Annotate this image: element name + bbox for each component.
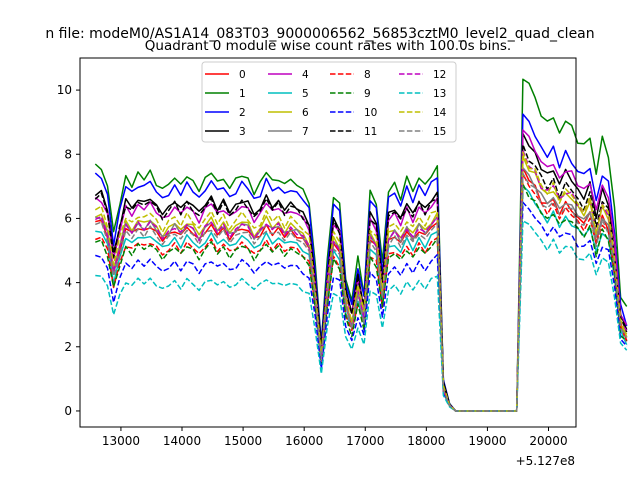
x-tick-label: 13000 [102,434,140,448]
legend-label-8: 8 [364,69,371,81]
y-axis: 0 2 4 6 8 10 [57,83,80,418]
legend-label-11: 11 [364,126,377,138]
legend-label-14: 14 [433,107,447,119]
legend-label-0: 0 [239,69,246,81]
series-line-9 [95,183,628,412]
x-tick-label: 19000 [468,434,506,448]
x-axis: 13000 14000 15000 16000 17000 18000 19000 20000 [102,427,568,448]
figure-suptitle: n file: modeM0/AS1A14_083T03_9000006562_… [45,26,594,42]
x-tick-label: 15000 [224,434,262,448]
legend-label-5: 5 [302,88,309,100]
series-line-11 [94,143,628,412]
legend-box [201,61,457,143]
y-tick-label: 6 [64,211,72,225]
series-line-13 [95,220,628,412]
legend-label-6: 6 [302,107,309,119]
series-layer [94,78,628,412]
x-tick-label: 18000 [407,434,445,448]
y-tick-label: 8 [64,147,72,161]
legend-label-3: 3 [239,126,246,138]
plot-frame [79,57,577,428]
series-line-10 [95,201,628,412]
x-tick-label: 17000 [346,434,384,448]
legend-label-4: 4 [302,69,309,81]
series-line-12 [94,149,628,412]
legend-label-12: 12 [433,69,446,81]
legend-label-13: 13 [433,88,446,100]
x-offset-label: +5.127e8 [516,454,575,468]
series-line-8 [95,172,628,412]
legend-label-15: 15 [433,126,446,138]
x-tick-label: 14000 [163,434,201,448]
y-tick-label: 10 [57,83,72,97]
series-line-15 [95,172,628,412]
y-tick-label: 2 [64,340,72,354]
legend-label-7: 7 [302,126,309,138]
series-line-1 [94,78,628,412]
series-line-14 [94,151,628,412]
chart-title: Quadrant 0 module wise count rates with … [145,38,511,54]
legend-label-9: 9 [364,88,371,100]
series-line-2 [94,113,628,412]
y-tick-label: 0 [64,404,72,418]
y-tick-label: 4 [64,276,72,290]
x-tick-label: 20000 [529,434,567,448]
legend-label-1: 1 [239,88,246,100]
legend-label-10: 10 [364,107,377,119]
legend-label-2: 2 [239,107,246,119]
x-tick-label: 16000 [285,434,323,448]
